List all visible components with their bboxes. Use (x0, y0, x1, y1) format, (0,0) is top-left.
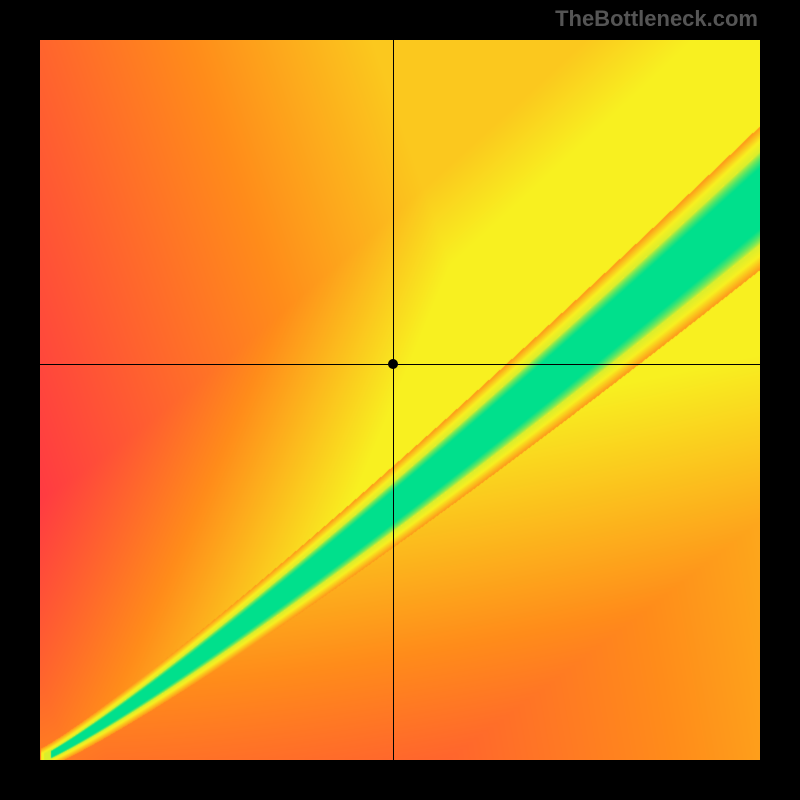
heatmap-canvas (40, 40, 760, 760)
crosshair-vertical (393, 40, 394, 760)
crosshair-horizontal (40, 364, 760, 365)
watermark-text: TheBottleneck.com (555, 6, 758, 32)
marker-dot (388, 359, 398, 369)
plot-area (40, 40, 760, 760)
